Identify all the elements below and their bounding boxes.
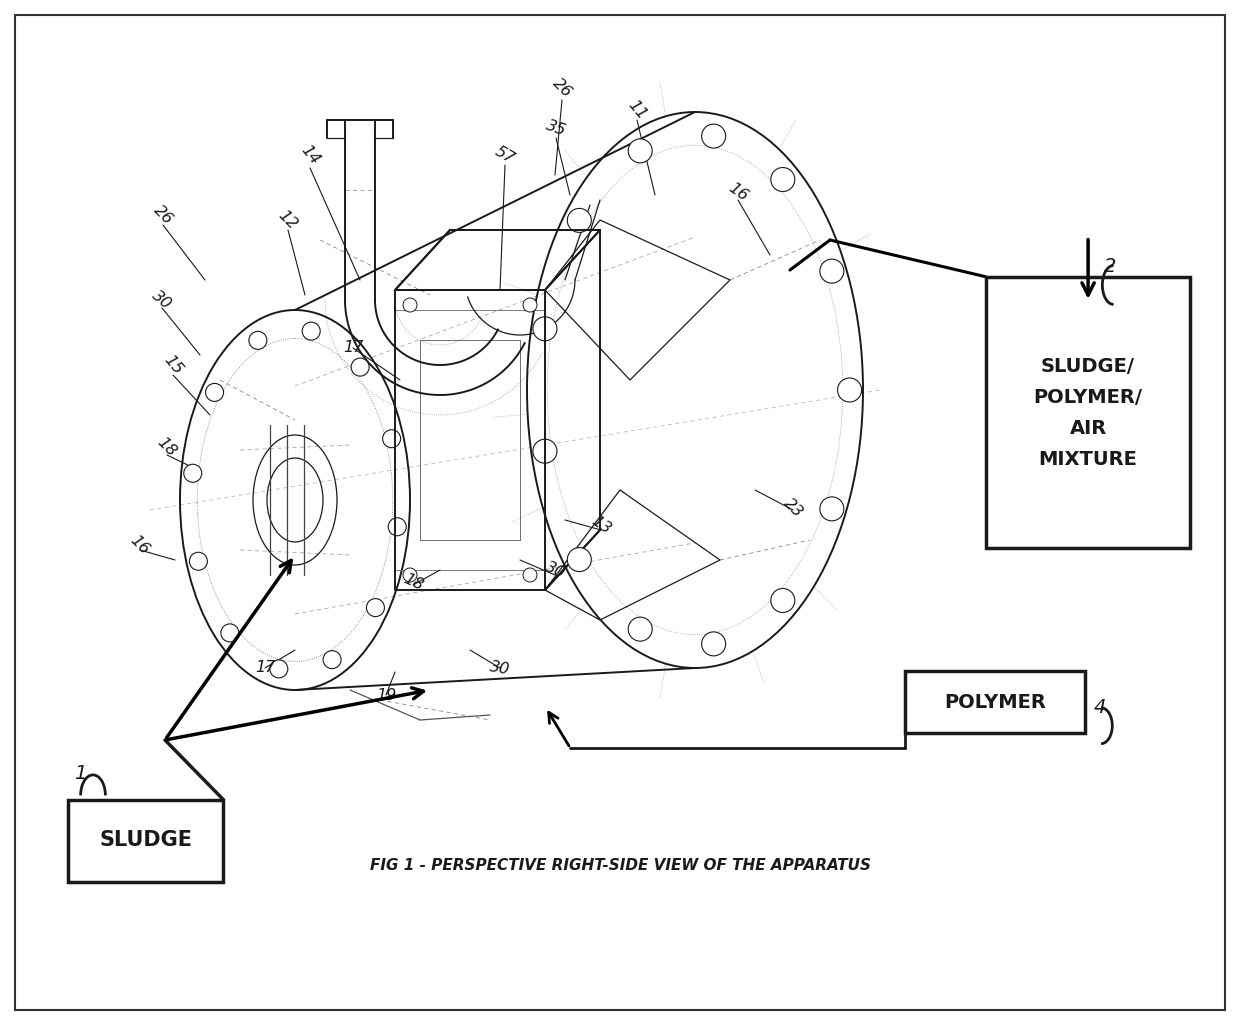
Circle shape (771, 588, 795, 613)
Circle shape (388, 518, 407, 536)
Text: FIG 1 - PERSPECTIVE RIGHT-SIDE VIEW OF THE APPARATUS: FIG 1 - PERSPECTIVE RIGHT-SIDE VIEW OF T… (370, 858, 870, 872)
Text: 18: 18 (401, 571, 425, 593)
Text: 14: 14 (298, 142, 322, 167)
Text: 35: 35 (544, 118, 568, 138)
Text: 16: 16 (128, 533, 153, 558)
Text: 18: 18 (155, 435, 180, 459)
FancyBboxPatch shape (68, 800, 223, 882)
Text: 23: 23 (780, 495, 806, 521)
FancyBboxPatch shape (905, 671, 1085, 733)
Circle shape (403, 568, 417, 582)
Circle shape (533, 317, 557, 340)
Text: 30: 30 (489, 659, 511, 678)
Circle shape (568, 547, 591, 572)
Circle shape (249, 331, 267, 350)
Circle shape (837, 378, 862, 402)
Circle shape (403, 298, 417, 312)
Text: 17: 17 (343, 340, 363, 356)
Circle shape (190, 552, 207, 570)
Text: 26: 26 (549, 76, 574, 100)
Circle shape (523, 298, 537, 312)
Circle shape (629, 617, 652, 642)
Circle shape (270, 660, 288, 678)
Text: 30: 30 (150, 288, 175, 313)
Circle shape (629, 138, 652, 163)
Text: 57: 57 (492, 144, 517, 166)
Circle shape (702, 124, 725, 148)
Circle shape (303, 322, 320, 340)
Circle shape (771, 167, 795, 192)
Circle shape (523, 568, 537, 582)
Circle shape (367, 599, 384, 617)
Circle shape (383, 429, 401, 448)
Text: 15: 15 (161, 353, 185, 377)
Circle shape (568, 208, 591, 233)
Text: 17: 17 (255, 660, 275, 675)
Circle shape (221, 624, 239, 642)
Circle shape (533, 439, 557, 463)
Text: 26: 26 (150, 203, 176, 228)
Circle shape (820, 259, 844, 283)
Circle shape (820, 497, 844, 521)
Circle shape (351, 358, 370, 376)
Text: 13: 13 (589, 514, 614, 537)
Text: SLUDGE: SLUDGE (99, 830, 192, 851)
Text: POLYMER: POLYMER (944, 693, 1047, 711)
Text: 11: 11 (625, 97, 650, 123)
Circle shape (702, 631, 725, 656)
Text: SLUDGE/
POLYMER/
AIR
MIXTURE: SLUDGE/ POLYMER/ AIR MIXTURE (1034, 357, 1142, 468)
Text: 4: 4 (1094, 698, 1106, 716)
Text: 30: 30 (543, 559, 568, 581)
Text: 2: 2 (1104, 257, 1116, 276)
Text: 1: 1 (74, 765, 87, 783)
Circle shape (206, 383, 223, 402)
Text: 19: 19 (376, 688, 396, 702)
Circle shape (324, 651, 341, 668)
Text: 16: 16 (725, 180, 750, 204)
FancyBboxPatch shape (986, 277, 1190, 548)
Text: 12: 12 (275, 207, 300, 233)
Circle shape (184, 464, 202, 482)
